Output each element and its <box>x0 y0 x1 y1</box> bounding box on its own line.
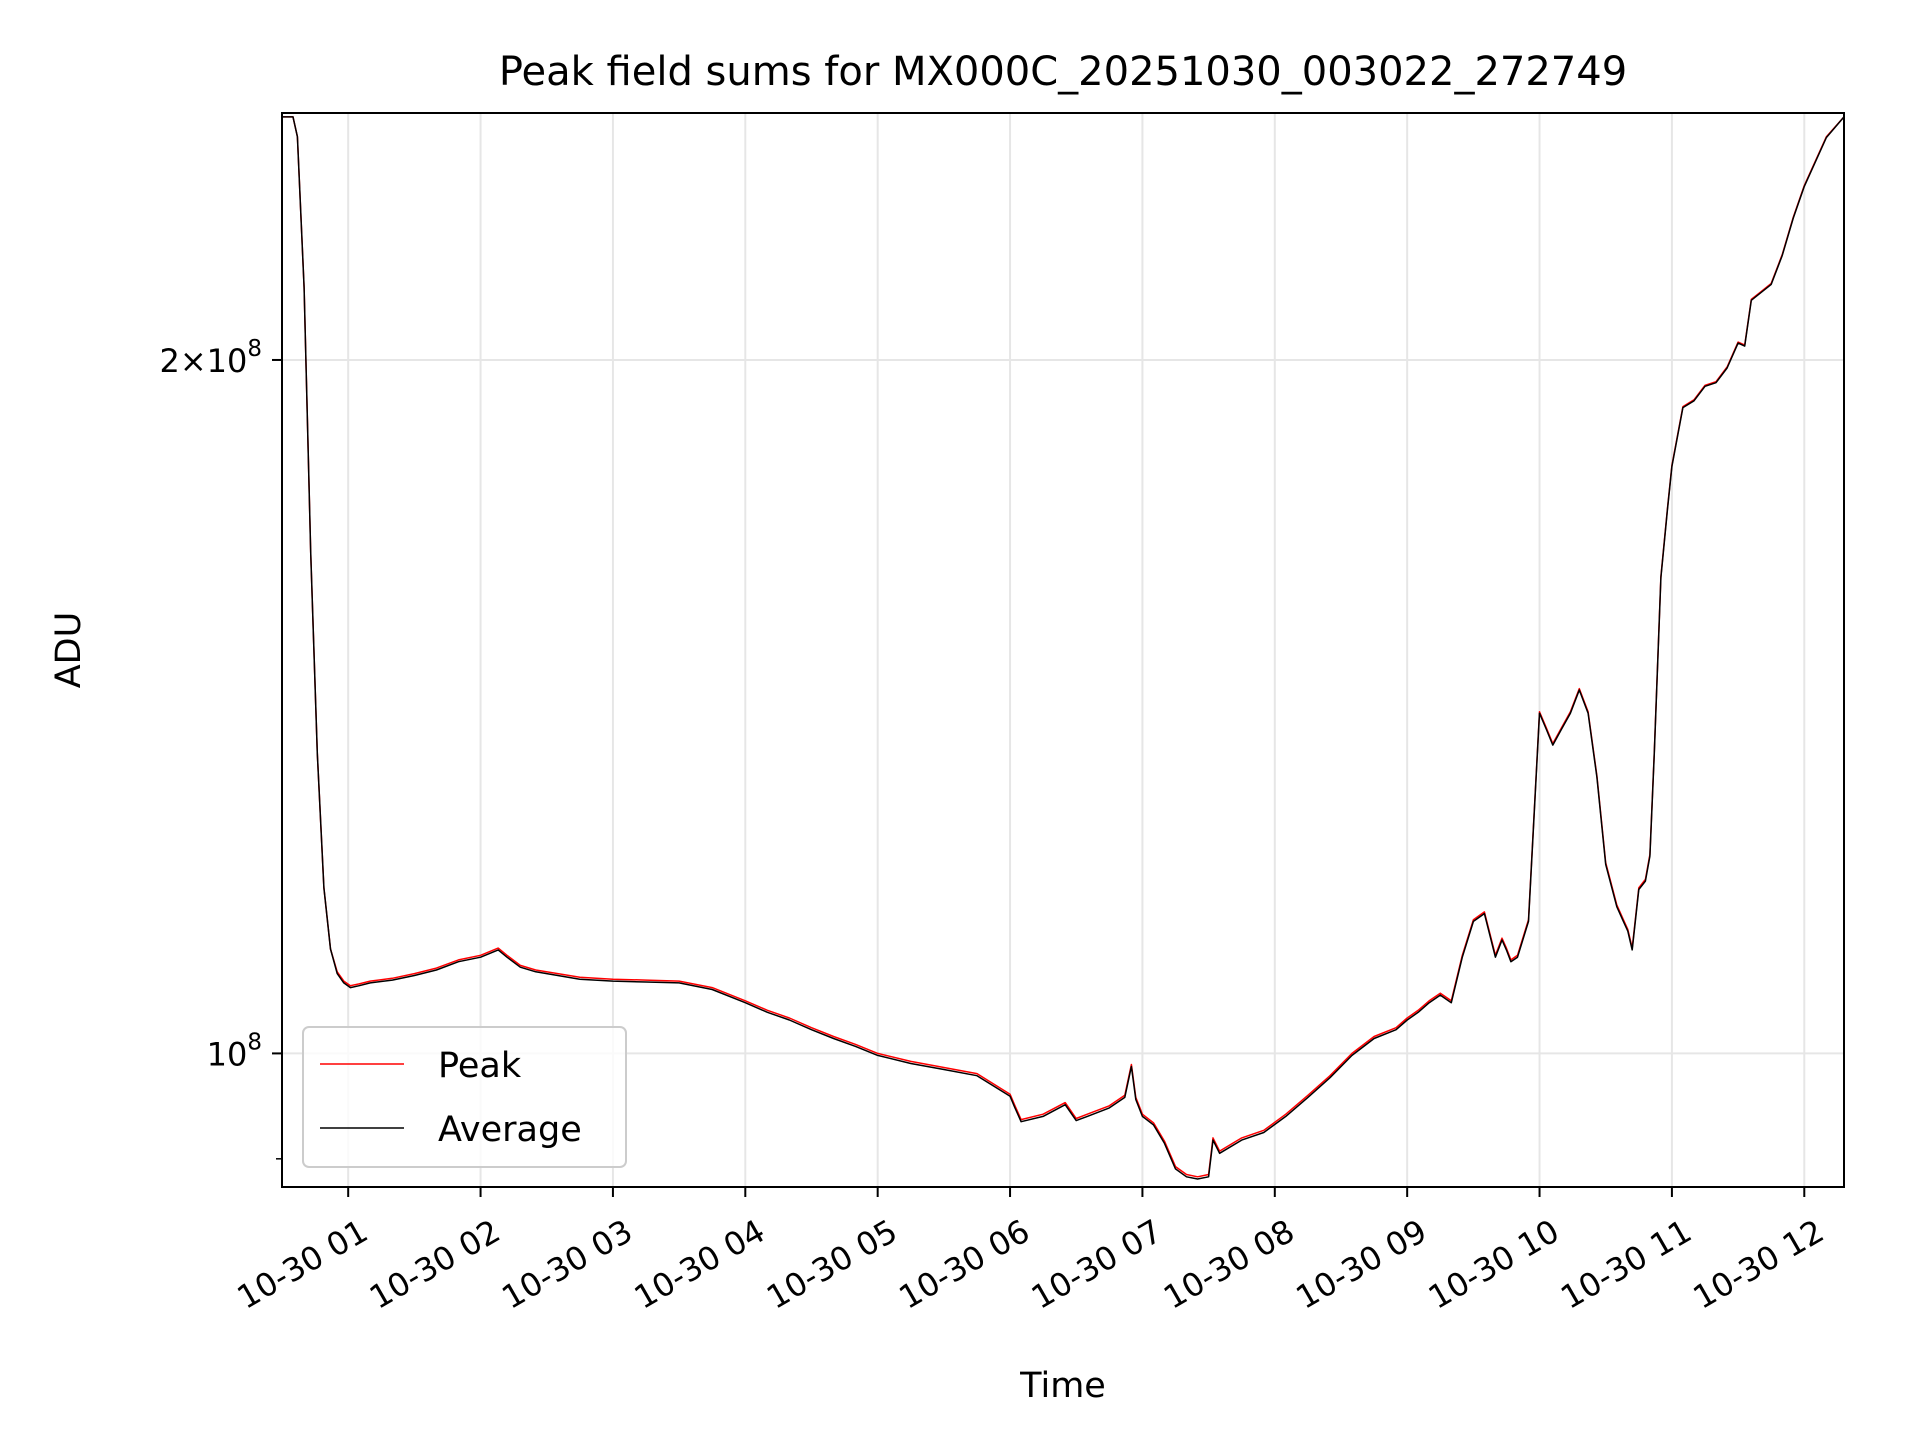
series-line-average <box>282 116 1845 1180</box>
y-tick-label: 108 <box>207 1029 262 1073</box>
y-axis-label: ADU <box>49 612 89 689</box>
legend-box <box>302 1026 627 1168</box>
plot-frame <box>281 112 1845 1188</box>
series-lines <box>282 116 1845 1180</box>
x-axis-label: Time <box>1019 1366 1106 1406</box>
legend: Peak Average <box>302 1026 627 1168</box>
y-tick-exponent: 8 <box>247 1029 262 1055</box>
y-tick-label: 2×108 <box>159 336 262 380</box>
y-tick-base: 2×10 <box>159 342 247 380</box>
chart-title: Peak field sums for MX000C_20251030_0030… <box>499 49 1627 95</box>
y-tick-base: 10 <box>207 1035 248 1073</box>
legend-label-peak: Peak <box>438 1046 522 1086</box>
y-tick-exponent: 8 <box>247 336 262 362</box>
legend-label-average: Average <box>438 1110 582 1150</box>
grid <box>282 113 1844 1187</box>
